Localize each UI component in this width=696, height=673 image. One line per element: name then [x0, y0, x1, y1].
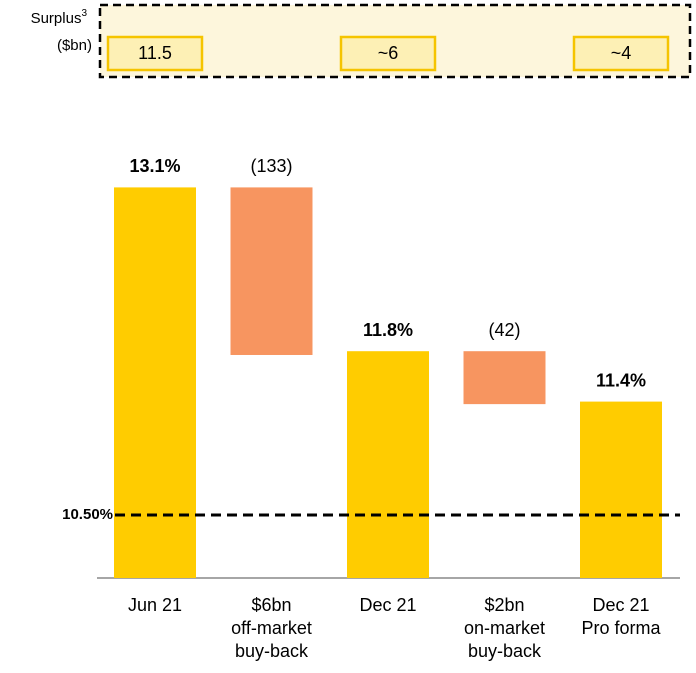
surplus-cell: [339, 35, 437, 72]
value-label: (42): [488, 320, 520, 340]
value-label: 13.1%: [129, 156, 180, 176]
x-tick-label: $6bn off-market buy-back: [231, 595, 312, 661]
surplus-value: ~4: [611, 43, 632, 63]
surplus-label: Surplus3: [31, 8, 88, 27]
surplus-value: 11.5: [138, 43, 172, 63]
bar: [463, 351, 546, 405]
x-tick-label: Dec 21: [359, 595, 417, 615]
value-label: 11.4%: [596, 370, 646, 390]
bar: [230, 187, 313, 355]
x-tick-label: Dec 21 Pro forma: [581, 595, 661, 638]
surplus-cell: [106, 35, 204, 72]
threshold-label: 10.50%: [62, 506, 113, 523]
bar: [580, 401, 662, 578]
bar: [114, 187, 196, 578]
x-tick-label: $2bn on-market buy-back: [463, 595, 546, 661]
value-label: 11.8%: [363, 320, 413, 340]
value-label: (133): [250, 156, 292, 176]
surplus-unit: ($bn): [57, 37, 92, 54]
x-tick-label: Jun 21: [127, 595, 183, 615]
surplus-cell: [572, 35, 670, 72]
surplus-value: ~6: [378, 43, 399, 63]
bar: [347, 351, 429, 578]
